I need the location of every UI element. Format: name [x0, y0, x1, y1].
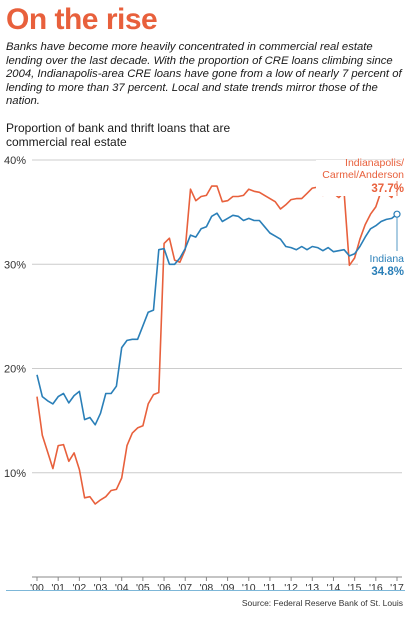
y-tick-labels: 10% 20% 30% 40% [4, 155, 26, 480]
series-line-indiana [36, 212, 398, 426]
x-tick-label: '13 [305, 582, 319, 594]
series-value-indiana: 34.8% [371, 266, 404, 278]
x-tick-label: '03 [94, 582, 108, 594]
series-end-point [393, 210, 401, 218]
x-tick-label: '10 [242, 582, 256, 594]
x-tick-label: '02 [73, 582, 87, 594]
series-label-indiana: Indiana [370, 253, 405, 265]
x-tick-labels: '00 '01 '02 '03 '04 '05 '06 '07 '08 '09 '10 '11 '12 '… [30, 582, 404, 594]
grid-layer [32, 159, 402, 581]
x-tick-label: '09 [221, 582, 235, 594]
y-tick-label: 40% [4, 155, 26, 167]
label-background [316, 160, 406, 196]
x-tick-label: '05 [136, 582, 150, 594]
x-tick-label: '08 [200, 582, 214, 594]
x-tick-label: '14 [327, 582, 341, 594]
series-end-labels: Indianapolis/Carmel/Anderson 37.7% Indiana… [316, 157, 406, 278]
x-tick-label: '07 [178, 582, 192, 594]
y-tick-label: 30% [4, 259, 26, 271]
x-tick-label: '11 [263, 582, 276, 594]
x-tick-label: '04 [115, 582, 129, 594]
y-tick-label: 20% [4, 364, 26, 376]
x-tick-label: '17 [390, 582, 404, 594]
series-label-indianapolis-line2: Carmel/Anderson [322, 169, 404, 181]
x-tick-label: '00 [30, 582, 44, 594]
series-line-indianapolis [36, 183, 398, 505]
x-tick-label: '01 [51, 582, 65, 594]
series-lines [36, 180, 401, 505]
y-tick-label: 10% [4, 468, 26, 480]
x-tick-label: '15 [348, 582, 362, 594]
page-title: On the rise [6, 3, 158, 36]
chart-title: Proportion of bank and thrift loans that… [6, 121, 231, 149]
x-tick-label: '16 [369, 582, 383, 594]
series-label-indianapolis-line1: Indianapolis/ [345, 157, 404, 169]
x-tick-label: '12 [284, 582, 298, 594]
bottom-rule [6, 590, 405, 591]
x-tick-label: '06 [157, 582, 171, 594]
deck-text: Banks have become more heavily concentra… [6, 41, 402, 108]
label-background [358, 251, 406, 277]
source-note: Source: Federal Reserve Bank of St. Loui… [241, 598, 403, 608]
series-value-indianapolis: 37.7% [371, 183, 404, 195]
